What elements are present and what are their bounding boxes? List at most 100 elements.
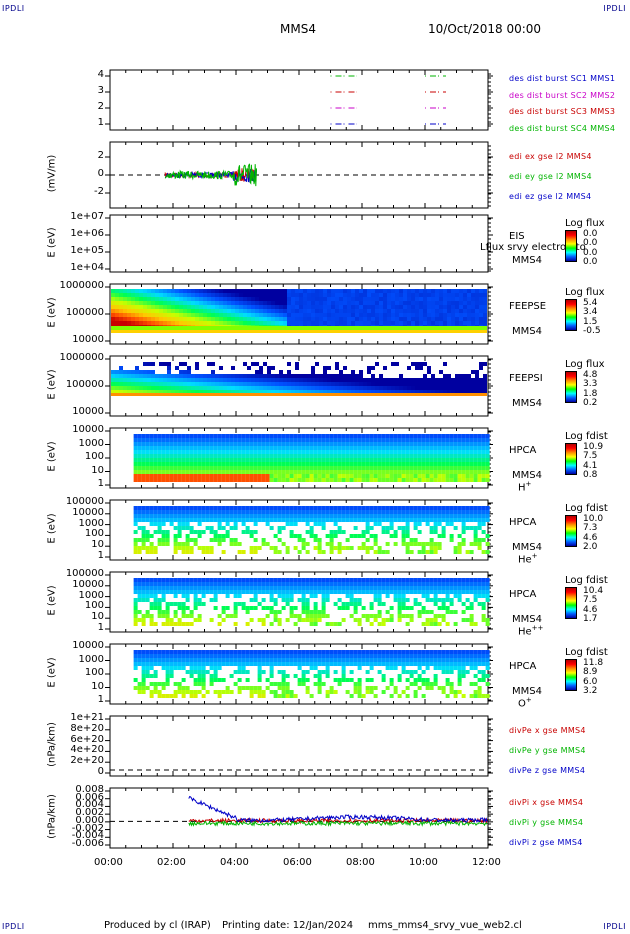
spectrogram-cell <box>407 390 411 394</box>
spectrogram-cell <box>237 474 242 478</box>
spectrogram-cell <box>245 438 250 442</box>
spectrogram-cell <box>227 297 231 301</box>
spectrogram-cell <box>461 478 466 482</box>
spectrogram-cell <box>153 510 158 514</box>
spectrogram-cell <box>481 614 486 618</box>
spectrogram-cell <box>255 321 259 325</box>
spectrogram-cell <box>341 474 346 478</box>
spectrogram-cell <box>457 510 462 514</box>
spectrogram-cell <box>385 474 390 478</box>
spectrogram-cell <box>239 317 243 321</box>
spectrogram-cell <box>337 606 342 610</box>
spectrogram-cell <box>201 514 206 518</box>
spectrogram-cell <box>299 378 303 382</box>
spectrogram-cell <box>357 546 362 550</box>
spectrogram-cell <box>477 510 482 514</box>
spectrogram-cell <box>257 506 262 510</box>
spectrogram-cell <box>469 474 474 478</box>
spectrogram-cell <box>273 506 278 510</box>
spectrogram-cell <box>187 378 191 382</box>
spectrogram-cell <box>165 462 170 466</box>
spectrogram-cell <box>245 510 250 514</box>
spectrogram-cell <box>371 378 375 382</box>
spectrogram-cell <box>301 506 306 510</box>
spectrogram-cell <box>317 514 322 518</box>
spectrogram-cell <box>211 386 215 390</box>
spectrogram-cell <box>457 458 462 462</box>
spectrogram-cell <box>195 313 199 317</box>
spectrogram-cell <box>373 510 378 514</box>
spectrogram-cell <box>353 606 358 610</box>
spectrogram-cell <box>331 301 335 305</box>
spectrogram-cell <box>347 378 351 382</box>
spectrogram-cell <box>393 478 398 482</box>
spectrogram-cell <box>277 586 282 590</box>
spectrogram-cell <box>339 386 343 390</box>
spectrogram-cell <box>169 658 174 662</box>
spectrogram-cell <box>391 309 395 313</box>
spectrogram-cell <box>269 598 274 602</box>
spectrogram-cell <box>215 301 219 305</box>
spectrogram-cell <box>235 313 239 317</box>
spectrogram-cell <box>311 309 315 313</box>
spectrogram-cell <box>433 474 438 478</box>
spectrogram-cell <box>337 526 342 530</box>
spectrogram-cell <box>161 458 166 462</box>
spectrogram-cell <box>135 309 139 313</box>
spectrogram-cell <box>207 386 211 390</box>
spectrogram-cell <box>271 309 275 313</box>
spectrogram-cell <box>169 458 174 462</box>
spectrogram-cell <box>239 289 243 293</box>
spectrogram-cell <box>131 293 135 297</box>
spectrogram-cell <box>127 374 131 378</box>
spectrogram-cell <box>357 586 362 590</box>
spectrogram-cell <box>299 386 303 390</box>
spectrogram-cell <box>171 386 175 390</box>
spectrogram-cell <box>429 506 434 510</box>
spectrogram-cell <box>473 474 478 478</box>
spectrogram-cell <box>357 602 362 606</box>
spectrogram-cell <box>353 618 358 622</box>
spectrogram-cell <box>365 514 370 518</box>
spectrogram-cell <box>375 386 379 390</box>
spectrogram-cell <box>253 518 258 522</box>
spectrogram-cell <box>151 309 155 313</box>
spectrogram-cell <box>147 293 151 297</box>
spectrogram-cell <box>417 470 422 474</box>
spectrogram-cell <box>479 382 483 386</box>
spectrogram-cell <box>337 438 342 442</box>
spectrogram-cell <box>203 301 207 305</box>
spectrogram-cell <box>261 442 266 446</box>
spectrogram-cell <box>387 378 391 382</box>
spectrogram-cell <box>147 317 151 321</box>
spectrogram-cell <box>483 301 487 305</box>
spectrogram-cell <box>145 658 150 662</box>
spectrogram-cell <box>261 462 266 466</box>
spectrogram-cell <box>209 434 214 438</box>
spectrogram-cell <box>269 506 274 510</box>
spectrogram-cell <box>259 305 263 309</box>
spectrogram-cell <box>437 522 442 526</box>
spectrogram-cell <box>397 470 402 474</box>
spectrogram-cell <box>349 598 354 602</box>
spectrogram-cell <box>457 462 462 466</box>
spectrogram-cell <box>241 606 246 610</box>
spectrogram-cell <box>307 293 311 297</box>
spectrogram-cell <box>291 289 295 293</box>
spectrogram-cell <box>269 526 274 530</box>
spectrogram-cell <box>239 378 243 382</box>
spectrogram-cell <box>327 293 331 297</box>
spectrogram-cell <box>185 662 190 666</box>
spectrogram-cell <box>191 374 195 378</box>
spectrogram-cell <box>321 442 326 446</box>
spectrogram-cell <box>235 301 239 305</box>
spectrogram-cell <box>223 386 227 390</box>
spectrogram-cell <box>455 297 459 301</box>
spectrogram-cell <box>259 309 263 313</box>
spectrogram-cell <box>329 458 334 462</box>
spectrogram-cell <box>245 606 250 610</box>
spectrogram-cell <box>173 622 178 626</box>
spectrogram-cell <box>433 602 438 606</box>
spectrogram-cell <box>329 538 334 542</box>
spectrogram-cell <box>229 510 234 514</box>
